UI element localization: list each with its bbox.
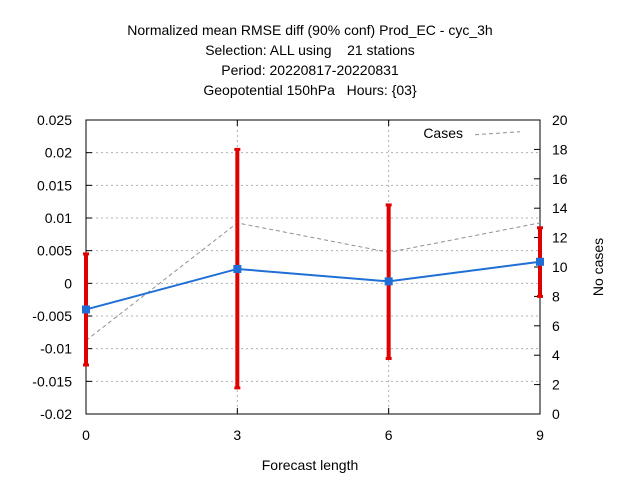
mean-series	[82, 257, 544, 314]
legend-label-cases: Cases	[423, 125, 463, 141]
y-tick-label: 0.015	[37, 177, 72, 193]
title-line-3: Period: 20220817-20220831	[221, 62, 399, 78]
legend: Cases	[423, 125, 521, 141]
x-tick-label: 3	[233, 427, 241, 443]
y-tick-label: 0.005	[37, 243, 72, 259]
x-tick-label: 9	[536, 427, 544, 443]
title-line-4: Geopotential 150hPa Hours: {03}	[203, 82, 417, 98]
y-tick-label: -0.015	[32, 373, 72, 389]
y2-tick-label: 14	[552, 200, 568, 216]
y2-tick-label: 16	[552, 171, 568, 187]
y2-axis-label: No cases	[590, 238, 606, 296]
y2-tick-label: 0	[552, 406, 560, 422]
title-line-2: Selection: ALL using 21 stations	[205, 42, 415, 58]
cases-line	[85, 222, 541, 341]
x-axis-label: Forecast length	[262, 457, 359, 473]
mean-point	[384, 277, 393, 286]
y-tick-label: 0.01	[45, 210, 72, 226]
y-tick-label: -0.02	[40, 406, 72, 422]
y2-tick-label: 4	[552, 347, 560, 363]
grid-lines	[86, 120, 540, 414]
cases-series	[85, 222, 541, 341]
title-line-1: Normalized mean RMSE diff (90% conf) Pro…	[127, 22, 493, 38]
y-tick-label: -0.01	[40, 341, 72, 357]
y-tick-label: 0	[64, 275, 72, 291]
x-tick-label: 6	[385, 427, 393, 443]
mean-point	[536, 257, 544, 266]
x-tick-label: 0	[82, 427, 90, 443]
axis-ticks: 0.025 0.02 0.015 0.01 0.005 0 -0.005 -0.01 -0.01…	[32, 112, 567, 443]
y2-tick-label: 20	[552, 112, 568, 128]
y2-tick-label: 10	[552, 259, 568, 275]
y2-tick-label: 12	[552, 230, 568, 246]
y2-tick-label: 2	[552, 377, 560, 393]
mean-point	[82, 305, 90, 314]
mean-point	[233, 264, 242, 273]
mean-line	[85, 260, 541, 311]
y-tick-label: 0.02	[45, 145, 72, 161]
y2-tick-label: 18	[552, 141, 568, 157]
plot-frame	[85, 119, 541, 415]
y-tick-label: 0.025	[37, 112, 72, 128]
y2-tick-label: 6	[552, 318, 560, 334]
legend-sample-cases	[474, 131, 521, 136]
y2-tick-label: 8	[552, 288, 560, 304]
y-tick-label: -0.005	[32, 308, 72, 324]
